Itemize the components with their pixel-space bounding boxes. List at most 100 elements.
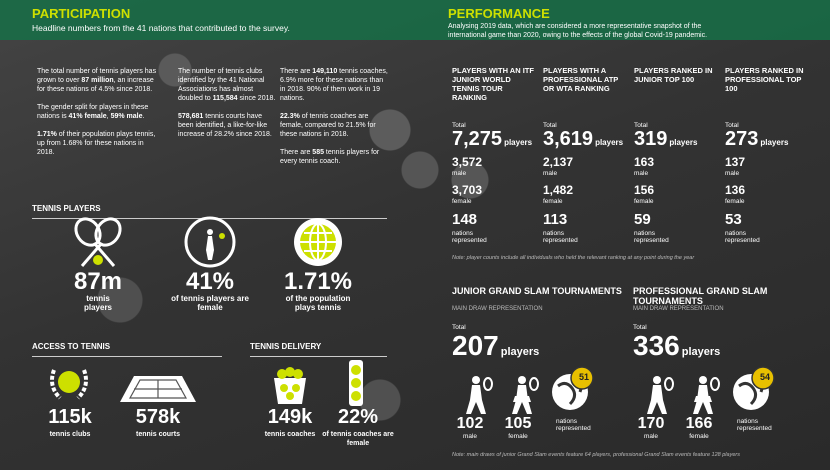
total-unit: players <box>595 138 624 147</box>
column-heading: PLAYERS RANKED IN PROFESSIONAL TOP 100 <box>725 66 804 93</box>
female-player-icon <box>184 216 236 268</box>
nations-value: 148 <box>452 211 478 228</box>
female-icon <box>693 376 720 414</box>
total-value: 3,619 <box>543 128 594 150</box>
event-title: JUNIOR GRAND SLAM TOURNAMENTS <box>452 286 622 296</box>
section-heading: TENNIS DELIVERY <box>250 342 387 357</box>
male-label: male <box>643 433 659 440</box>
nations-label: nations represented <box>634 230 669 244</box>
event-title: PROFESSIONAL GRAND SLAM TOURNAMENTS <box>633 286 768 306</box>
paragraph: There are 149,110 tennis coaches, 6.9% m… <box>280 67 388 103</box>
text: tennis players for every tennis coach. <box>280 149 380 165</box>
rackets-icon <box>74 217 122 267</box>
total-unit: players <box>681 346 721 358</box>
total-label: Total <box>543 122 557 129</box>
column-heading: PLAYERS WITH AN ITF JUNIOR WORLD TENNIS … <box>452 66 534 102</box>
total: 336 players <box>633 330 720 362</box>
total-unit: players <box>504 138 533 147</box>
male-label: male <box>725 170 740 177</box>
note: Note: player counts include all individu… <box>452 255 695 261</box>
column-heading: PLAYERS RANKED IN JUNIOR TOP 100 <box>634 66 713 84</box>
female-value: 1,482 <box>543 183 574 197</box>
nations-label: nations represented <box>452 230 487 244</box>
stat-label: tennis coaches <box>264 431 316 438</box>
total-value: 336 <box>633 330 680 361</box>
note: Note: main draws of junior Grand Slam ev… <box>452 452 740 458</box>
total-value: 207 <box>452 330 499 361</box>
male-value: 170 <box>637 415 665 432</box>
text: The gender split for players in these na… <box>37 104 149 120</box>
event-subtitle: MAIN DRAW REPRESENTATION <box>633 306 724 312</box>
text: , an increase for these nations of 4.5% … <box>37 77 154 93</box>
total-unit: players <box>760 138 789 147</box>
nations-value: 53 <box>725 211 742 228</box>
nations-label: nations represented <box>737 418 772 432</box>
stat-value: 115k <box>48 406 92 428</box>
total-label: Total <box>634 122 648 129</box>
paragraph: The number of tennis clubs identified by… <box>178 67 276 103</box>
male-value: 163 <box>634 155 655 169</box>
section-title: PERFORMANCE <box>448 6 550 21</box>
total-label: Total <box>452 324 466 331</box>
text-column: There are 149,110 tennis coaches, 6.9% m… <box>280 67 388 175</box>
female-icon <box>512 376 539 414</box>
total: 3,619 players <box>543 129 623 153</box>
stat-label: of the population plays tennis <box>285 294 351 312</box>
text: . <box>142 113 145 120</box>
female-label: female <box>725 198 745 205</box>
text-column: The number of tennis clubs identified by… <box>178 67 276 148</box>
section-description: Analysing 2019 data, which are considere… <box>448 23 708 39</box>
female-label: female <box>452 198 472 205</box>
male-label: male <box>462 433 478 440</box>
nations-label: nations represented <box>543 230 578 244</box>
text: 149,110 <box>312 68 338 75</box>
total-value: 319 <box>634 128 668 150</box>
total-unit: players <box>669 138 698 147</box>
total-label: Total <box>633 324 647 331</box>
stat-value: 1.71% <box>283 268 353 295</box>
paragraph: 22.3% of tennis coaches are female, comp… <box>280 112 388 139</box>
total: 273 players <box>725 129 788 153</box>
text: 585 <box>312 149 324 156</box>
male-value: 2,137 <box>543 155 574 169</box>
female-label: female <box>508 433 528 440</box>
total-label: Total <box>725 122 739 129</box>
section-heading: ACCESS TO TENNIS <box>32 342 222 357</box>
stat-value: 149k <box>267 406 313 428</box>
section-title: PARTICIPATION <box>32 6 131 21</box>
globe-icon <box>552 366 594 410</box>
text: since 2018. <box>237 95 276 102</box>
female-value: 166 <box>685 415 713 432</box>
male-value: 3,572 <box>452 155 483 169</box>
stat-label: of tennis players are female <box>171 294 249 312</box>
text: The total number of tennis players has g… <box>37 68 157 84</box>
female-value: 136 <box>725 183 746 197</box>
text: The number of tennis clubs identified by… <box>178 68 265 102</box>
text: 41% female <box>68 113 107 120</box>
male-label: male <box>452 170 467 177</box>
text: 115,584 <box>212 95 238 102</box>
text: 22.3% <box>280 113 300 120</box>
event-subtitle: MAIN DRAW REPRESENTATION <box>452 306 543 312</box>
male-label: male <box>634 170 649 177</box>
total: 207 players <box>452 330 539 362</box>
stat-value: 578k <box>135 406 181 428</box>
stat-label: tennis players <box>83 294 113 312</box>
nations-value: 59 <box>634 211 651 228</box>
globe-icon <box>733 366 775 410</box>
paragraph: 1.71% of their population plays tennis, … <box>37 130 157 157</box>
paragraph: There are 585 tennis players for every t… <box>280 148 388 166</box>
female-label: female <box>543 198 563 205</box>
total-unit: players <box>500 346 540 358</box>
section-subtitle: Headline numbers from the 41 nations tha… <box>32 23 290 33</box>
badge-value: 54 <box>759 372 770 382</box>
court-icon <box>120 376 196 402</box>
stat-value: 41% <box>185 268 235 295</box>
stat-label: tennis courts <box>136 431 180 438</box>
female-value: 105 <box>504 415 532 432</box>
stat-value: 87m <box>73 268 123 295</box>
female-label: female <box>689 433 709 440</box>
male-value: 137 <box>725 155 746 169</box>
nations-value: 113 <box>543 211 568 228</box>
nations-label: nations represented <box>556 418 591 432</box>
